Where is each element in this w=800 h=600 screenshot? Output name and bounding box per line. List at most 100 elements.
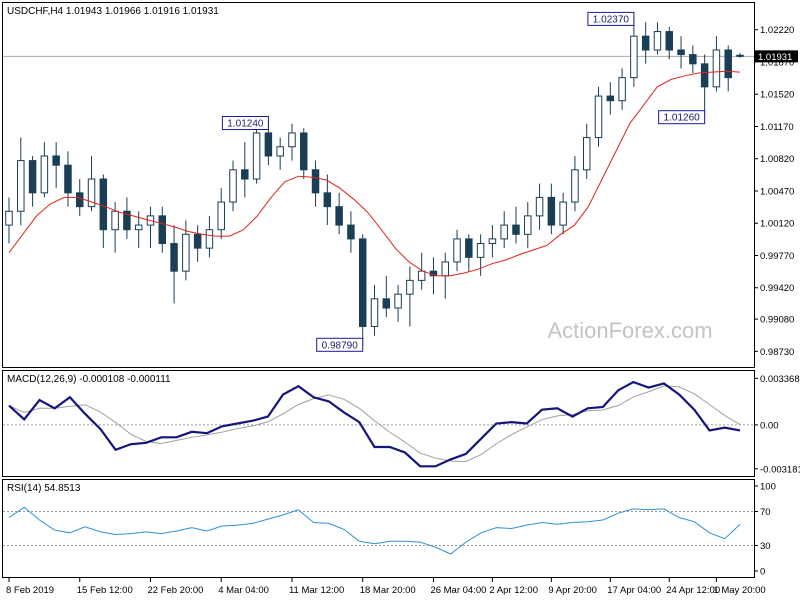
candle-body [606, 95, 615, 102]
macd-tick-label: -0.003181 [760, 464, 800, 475]
time-tick-label: 24 Apr 12:00 [666, 585, 720, 596]
candle-body [99, 178, 108, 231]
candle-body [323, 192, 332, 208]
price-tick-label: 1.01170 [760, 122, 794, 133]
time-tick-label: 22 Feb 20:00 [147, 585, 203, 596]
candle-body [559, 201, 567, 226]
candle-body [712, 49, 721, 88]
time-tick-label: 4 Mar 04:00 [218, 585, 269, 596]
price-panel-frame [2, 2, 755, 368]
candle-body [524, 215, 532, 235]
candle-body [394, 293, 402, 309]
price-tick-label: 1.00120 [760, 219, 794, 230]
candle-body [5, 210, 13, 226]
candle-body [241, 169, 249, 180]
annotation-box [316, 337, 364, 352]
candle-body [300, 132, 308, 171]
candle-body [406, 279, 414, 295]
candlestick-series [5, 15, 744, 346]
candle-body [335, 206, 343, 226]
candle-body [311, 169, 320, 194]
candle-body [653, 31, 662, 51]
candle-body [677, 49, 685, 56]
annotation-label: 1.01240 [227, 119, 264, 130]
macd-tick-label: 0.003368 [760, 374, 800, 385]
candle-body [476, 243, 485, 258]
macd-tick-label: 0.00 [760, 420, 779, 431]
candle-body [689, 54, 697, 65]
macd-panel-frame [2, 370, 755, 477]
candle-body [358, 238, 367, 327]
candle-body [641, 35, 650, 51]
candle-body [123, 210, 131, 231]
candle-body [229, 169, 237, 203]
price-annotations: 1.01240 0.98790 1.02370 1.01260 [221, 11, 706, 352]
candle-body [547, 196, 556, 226]
candle-body [75, 192, 84, 208]
annotation-label: 1.01260 [664, 113, 701, 124]
candle-body [111, 210, 119, 231]
candle-body [594, 95, 603, 139]
price-tick-label: 1.02220 [760, 25, 794, 36]
candle-body [205, 229, 214, 249]
macd-header-text: MACD(12,26,9) -0.000108 -0.000111 [7, 374, 171, 385]
rsi-tick-label: 100 [760, 482, 776, 493]
time-tick-label: 15 Feb 12:00 [77, 585, 133, 596]
candle-body [64, 164, 72, 194]
watermark-text: ActionForex.com [547, 318, 712, 343]
candle-body [736, 54, 744, 57]
candle-body [571, 169, 579, 203]
candle-body [700, 63, 709, 88]
time-tick-label: 2 Apr 12:00 [489, 585, 538, 596]
price-tick-label: 1.00470 [760, 186, 794, 197]
candle-body [665, 31, 674, 51]
candle-body [276, 146, 284, 157]
candle-body [134, 224, 143, 231]
time-tick-label: 8 Feb 2019 [6, 585, 54, 596]
candle-body [52, 155, 60, 166]
annotation-box [658, 110, 706, 125]
candle-body [453, 238, 461, 263]
candle-body [417, 270, 426, 281]
candle-body [170, 243, 178, 272]
price-axis: 1.02220 1.01870 1.01520 1.01170 1.00820 1.004… [3, 25, 798, 358]
rsi-tick-label: 70 [760, 507, 771, 518]
chart-header-text: USDCHF,H4 1.01943 1.01966 1.01916 1.0193… [7, 6, 219, 17]
time-tick-label: 11 Mar 12:00 [289, 585, 344, 596]
candle-body [441, 261, 449, 277]
rsi-panel-frame [2, 479, 755, 578]
rsi-tick-label: 30 [760, 541, 771, 552]
candle-body [193, 233, 202, 249]
rsi-line [8, 506, 741, 555]
candle-body [382, 298, 391, 309]
macd-line [8, 380, 741, 468]
candle-body [288, 132, 296, 148]
annotation-label: 0.98790 [322, 340, 359, 351]
candle-body [28, 160, 37, 194]
annotation-label: 1.02370 [593, 14, 630, 25]
candle-body [87, 178, 96, 208]
macd-layer: 0.003368 0.00 -0.003181 [3, 374, 800, 475]
price-tick-label: 0.99080 [760, 315, 794, 326]
candle-body [182, 233, 190, 272]
candle-body [217, 201, 225, 231]
current-price-label: 1.01931 [758, 52, 792, 63]
candle-body [347, 224, 355, 240]
candle-body [724, 49, 732, 79]
rsi-tick-label: 0 [760, 567, 765, 578]
time-tick-label: 17 Apr 04:00 [607, 585, 661, 596]
candle-body [630, 35, 638, 79]
price-tick-label: 1.01520 [760, 90, 794, 101]
candle-body [535, 196, 544, 217]
candle-body [582, 137, 591, 171]
moving-average-layer [8, 70, 741, 277]
candle-body [264, 132, 273, 157]
price-tick-label: 1.00820 [760, 154, 794, 165]
time-tick-label: 9 Apr 20:00 [548, 585, 597, 596]
candle-body [158, 215, 167, 245]
current-price-badge [755, 50, 798, 63]
candle-body [500, 224, 508, 240]
rsi-header-text: RSI(14) 54.8513 [7, 483, 81, 494]
candle-body [370, 298, 379, 327]
